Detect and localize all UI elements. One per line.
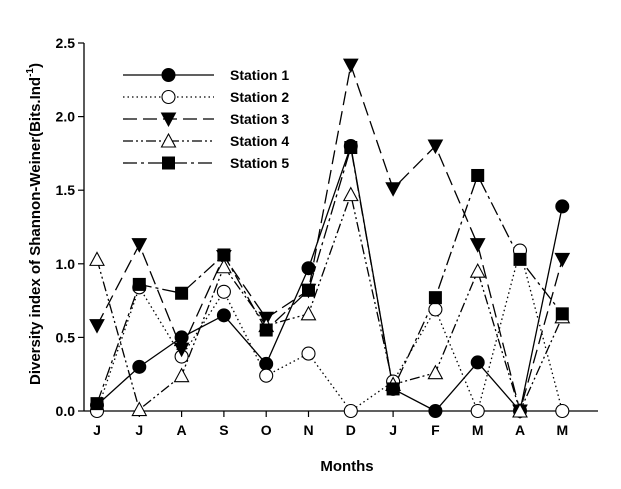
series-1-point [132,359,147,374]
series-5-point [259,323,273,337]
legend-label: Station 2 [230,89,289,105]
series-line-4 [96,192,563,413]
y-axis-label-sup: -1 [25,68,36,77]
series-2-point [216,284,231,299]
x-axis-label: Months [320,458,374,475]
series-5-point [471,168,485,182]
x-tick-label: M [472,422,484,438]
legend-marker [161,89,176,105]
series-5-point [386,382,400,396]
series-2-point [301,346,316,361]
x-tick-label: S [219,422,228,438]
y-tick-label: 0.5 [56,329,76,345]
series-line-2 [96,248,563,414]
series-line-5 [96,147,563,404]
legend-label: Station 5 [230,155,289,171]
series-2-point [428,302,443,317]
series-4-point [512,402,528,418]
series-1-point [470,355,485,370]
y-axis-label-close: ) [27,63,44,68]
legend-marker [160,132,177,148]
series-3-point [385,182,401,197]
x-tick-label: J [93,422,101,438]
x-tick-label: M [556,422,568,438]
x-tick-label: A [515,422,525,438]
legend-marker [160,112,177,128]
x-tick-label: F [431,422,440,438]
legend-label: Station 1 [230,67,289,83]
legend-label: Station 3 [230,111,289,127]
legend-marker [161,68,176,82]
series-4-point [173,367,190,383]
x-tick-label: J [389,422,397,438]
series-3-point [427,139,444,155]
series-5-point [175,286,189,300]
series-3-point [173,342,190,358]
x-tick-label: J [135,422,143,438]
series-5-point [132,277,146,291]
series-3-point [554,252,571,268]
series-1-point [555,199,570,214]
series-2-point [555,403,570,419]
x-tick-label: D [346,422,356,438]
series-4-point [427,364,444,380]
series-4-point [215,258,232,274]
series-5-point [428,291,442,305]
series-1-point [216,308,231,323]
y-tick-label: 2.5 [56,35,76,51]
series-3-point [342,58,359,74]
series-1-point [174,330,189,345]
series-4-point [300,305,317,321]
series-1-point [301,261,316,276]
legend-marker [162,156,175,170]
series-2-point [343,403,358,419]
series-3-point [131,238,148,253]
legend-label: Station 4 [230,133,289,149]
series-3-point [89,319,105,334]
x-tick-label: A [177,422,187,438]
series-line-1 [96,143,563,413]
y-axis-label: Diversity index of Shannon-Weiner(Bits.I… [25,14,47,434]
series-4-point [89,251,105,266]
series-2-point [259,368,274,383]
series-1-point [259,356,274,371]
series-5-point [513,252,527,266]
series-line-3 [96,62,563,414]
y-tick-label: 0.0 [56,403,76,419]
y-tick-label: 1.0 [56,256,76,272]
series-5-point [344,141,358,155]
x-tick-label: O [261,422,272,438]
series-1-point [428,404,443,418]
x-tick-label: N [303,422,313,438]
series-4-point [131,401,148,417]
series-5-point [90,397,104,411]
y-tick-label: 1.5 [56,182,76,198]
series-4-point [469,262,486,278]
series-2-point [470,403,485,419]
y-tick-label: 2.0 [56,109,76,125]
series-3-point [469,238,486,253]
series-5-point [555,307,569,321]
y-axis-label-main: Diversity index of Shannon-Weiner(Bits.I… [27,76,44,385]
series-5-point [217,248,231,262]
series-5-point [302,283,315,297]
series-4-point [342,186,359,202]
